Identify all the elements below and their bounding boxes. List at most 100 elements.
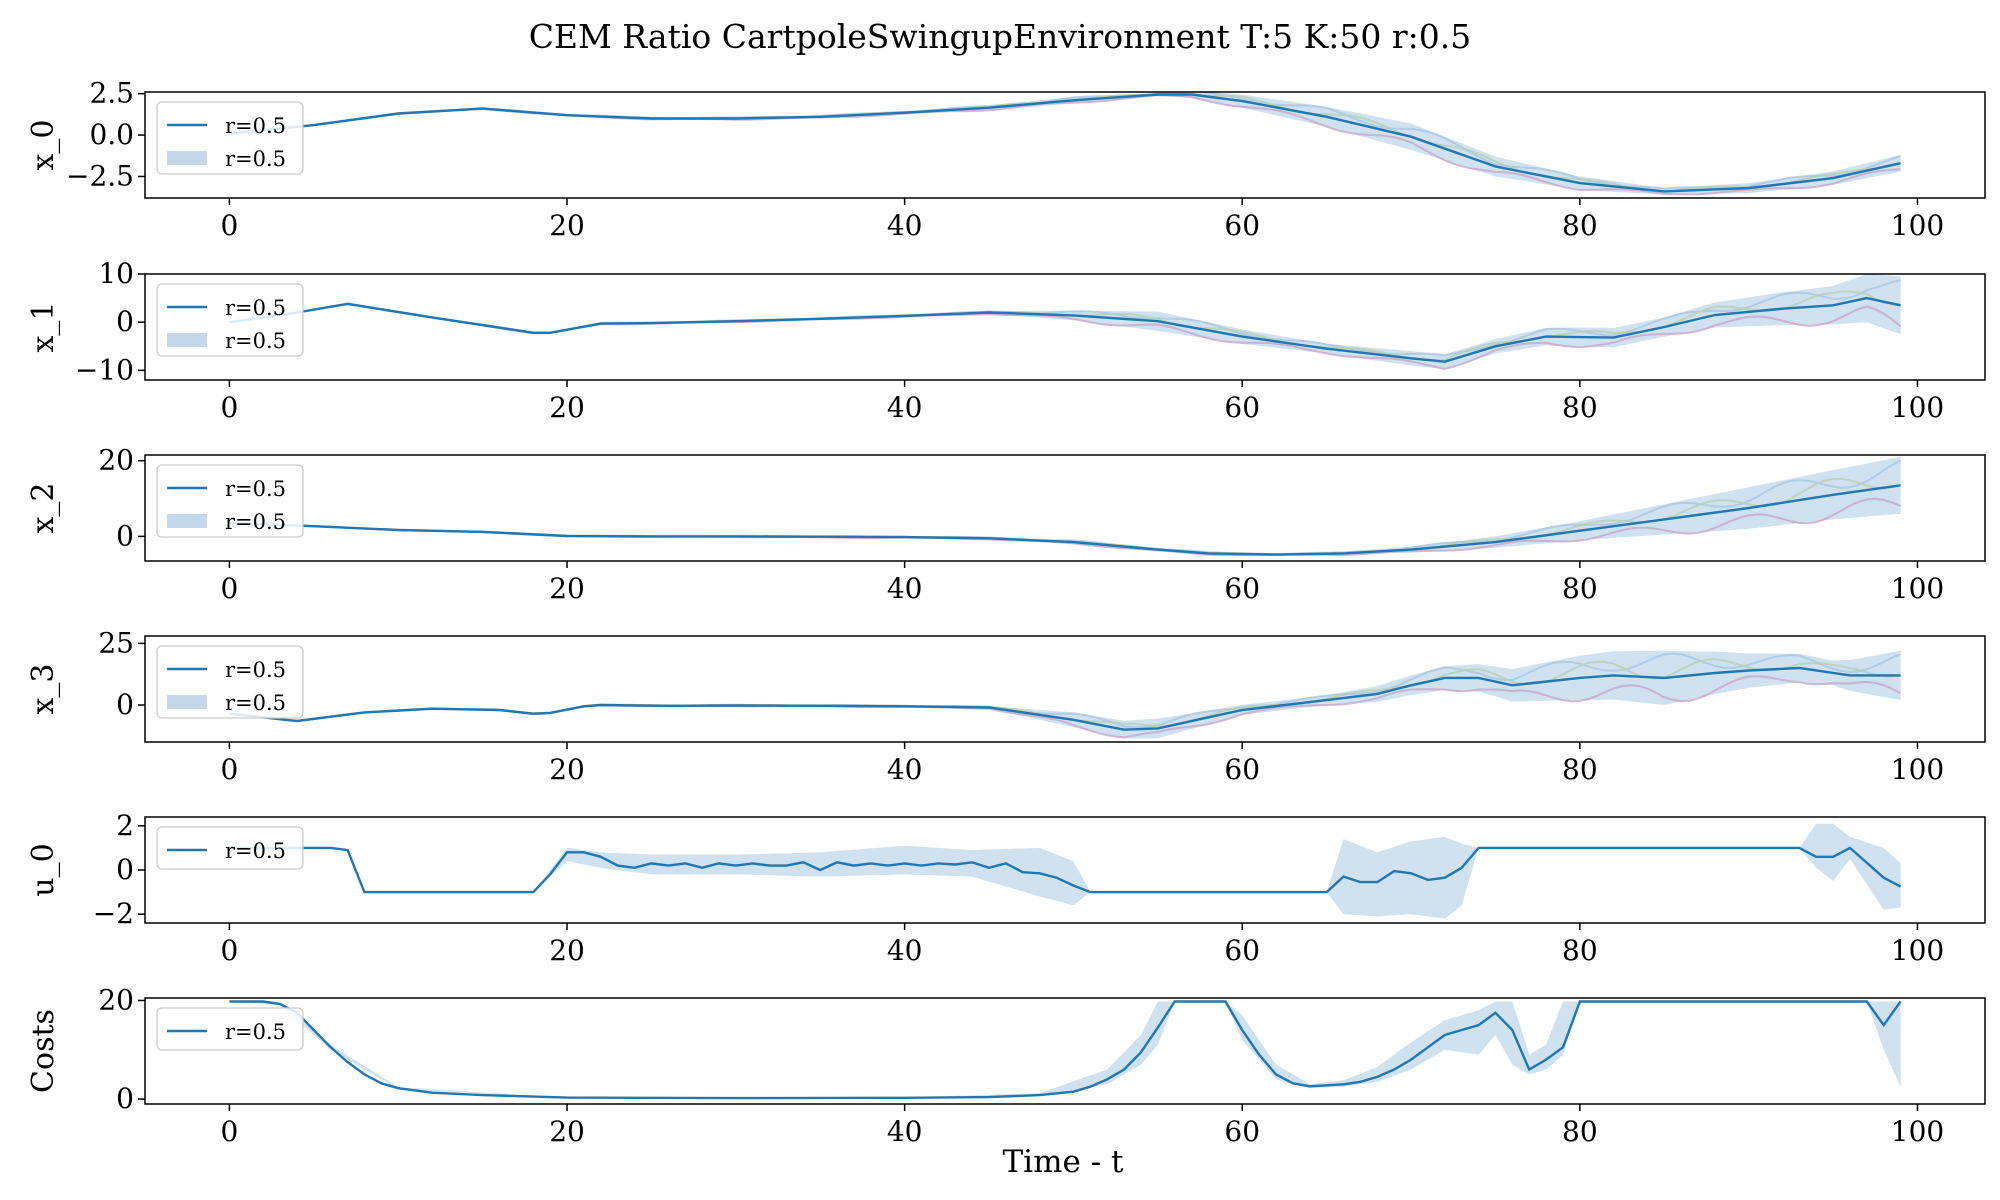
std-band — [229, 1001, 1901, 1098]
x-tick-label: 80 — [1562, 1115, 1598, 1148]
x-tick-label: 20 — [549, 934, 585, 967]
x-tick-label: 40 — [887, 209, 923, 242]
y-tick-label: 0.0 — [89, 118, 134, 151]
axes-frame — [144, 997, 1986, 1105]
trace-line — [229, 92, 1901, 190]
subplot-x-3: 0 20 40 60 80 100 25 0 x_3 r=0.5 r=0.5 — [26, 626, 1986, 786]
y-tick-label: 25 — [98, 626, 134, 659]
x-tick-label: 100 — [1891, 391, 1944, 424]
std-band — [229, 274, 1901, 369]
legend-box — [156, 1007, 304, 1051]
x-axis-label: Time - t — [1003, 1144, 1125, 1180]
legend-band-swatch — [167, 695, 207, 709]
y-tick-label: −2 — [93, 897, 134, 930]
legend-label: r=0.5 — [225, 691, 286, 715]
subplot-costs: 0 20 40 60 80 100 20 0 Costs r=0.5 — [26, 983, 1986, 1148]
chart-title: CEM Ratio CartpoleSwingupEnvironment T:5… — [529, 17, 1472, 56]
y-axis-label: Costs — [26, 1009, 61, 1093]
x-tick-label: 60 — [1224, 209, 1260, 242]
mean-line — [229, 296, 1901, 363]
plot-area — [229, 274, 1902, 370]
y-tick-label: 0 — [116, 688, 134, 721]
legend: r=0.5 — [156, 826, 304, 870]
x-tick-label: 100 — [1891, 753, 1944, 786]
y-tick-label: 2 — [116, 809, 134, 842]
x-tick-label: 80 — [1562, 391, 1598, 424]
x-tick-label: 40 — [887, 572, 923, 605]
x-tick-label: 100 — [1891, 934, 1944, 967]
x-tick-label: 0 — [220, 572, 238, 605]
subplot-x-2: 0 20 40 60 80 100 20 0 x_2 r=0.5 r=0.5 — [26, 444, 1986, 605]
x-tick-label: 0 — [220, 1115, 238, 1148]
x-tick-label: 60 — [1224, 753, 1260, 786]
x-tick-label: 60 — [1224, 1115, 1260, 1148]
legend-label: r=0.5 — [225, 839, 286, 863]
axes-frame — [144, 635, 1986, 743]
legend-box — [156, 826, 304, 870]
axes-frame — [144, 273, 1986, 381]
y-tick-label: 20 — [98, 444, 134, 477]
legend-band-swatch — [167, 514, 207, 528]
y-axis-label: x_3 — [26, 663, 61, 714]
std-band — [229, 650, 1901, 739]
y-axis-label: x_2 — [26, 482, 61, 533]
legend-band-swatch — [167, 333, 207, 347]
legend-label: r=0.5 — [225, 114, 286, 138]
std-band — [229, 823, 1901, 919]
legend: r=0.5 r=0.5 — [156, 645, 304, 719]
legend-label: r=0.5 — [225, 510, 286, 534]
mean-line — [229, 846, 1902, 894]
y-tick-label: −10 — [75, 353, 134, 386]
plot-area — [229, 92, 1901, 196]
x-tick-label: 0 — [220, 209, 238, 242]
y-tick-label: 0 — [116, 853, 134, 886]
legend: r=0.5 — [156, 1007, 304, 1051]
x-tick-label: 20 — [549, 391, 585, 424]
x-tick-label: 40 — [887, 391, 923, 424]
plot-area — [229, 456, 1902, 557]
plot-area — [229, 1000, 1902, 1100]
y-tick-label: 0 — [116, 305, 134, 338]
legend: r=0.5 r=0.5 — [156, 464, 304, 538]
x-tick-label: 40 — [887, 934, 923, 967]
mean-line — [229, 93, 1901, 193]
y-axis-label: x_0 — [26, 119, 61, 170]
mean-line — [229, 484, 1901, 556]
y-axis-label: x_1 — [26, 301, 61, 352]
mean-line — [229, 1000, 1902, 1100]
axes-frame — [144, 91, 1986, 199]
axes-frame — [144, 454, 1986, 562]
x-tick-label: 80 — [1562, 209, 1598, 242]
y-tick-label: 10 — [98, 257, 134, 290]
y-tick-label: 2.5 — [89, 77, 134, 110]
x-tick-label: 20 — [549, 753, 585, 786]
x-tick-label: 100 — [1891, 209, 1944, 242]
x-tick-label: 40 — [887, 753, 923, 786]
y-axis-label: u_0 — [26, 843, 61, 896]
x-tick-label: 80 — [1562, 572, 1598, 605]
x-tick-label: 20 — [549, 209, 585, 242]
legend-label: r=0.5 — [225, 658, 286, 682]
legend-label: r=0.5 — [225, 329, 286, 353]
x-tick-label: 60 — [1224, 934, 1260, 967]
legend-label: r=0.5 — [225, 477, 286, 501]
trace-line — [229, 94, 1901, 196]
mean-line — [229, 666, 1901, 731]
legend-label: r=0.5 — [225, 1020, 286, 1044]
std-band — [229, 92, 1901, 195]
x-tick-label: 80 — [1562, 753, 1598, 786]
x-tick-label: 100 — [1891, 1115, 1944, 1148]
x-tick-label: 20 — [549, 572, 585, 605]
x-tick-label: 60 — [1224, 391, 1260, 424]
plot-area — [229, 823, 1902, 919]
plot-area — [229, 650, 1902, 739]
y-tick-label: 20 — [98, 983, 134, 1016]
legend-label: r=0.5 — [225, 296, 286, 320]
x-tick-label: 100 — [1891, 572, 1944, 605]
x-tick-label: 20 — [549, 1115, 585, 1148]
legend-band-swatch — [167, 151, 207, 165]
legend: r=0.5 r=0.5 — [156, 283, 304, 357]
